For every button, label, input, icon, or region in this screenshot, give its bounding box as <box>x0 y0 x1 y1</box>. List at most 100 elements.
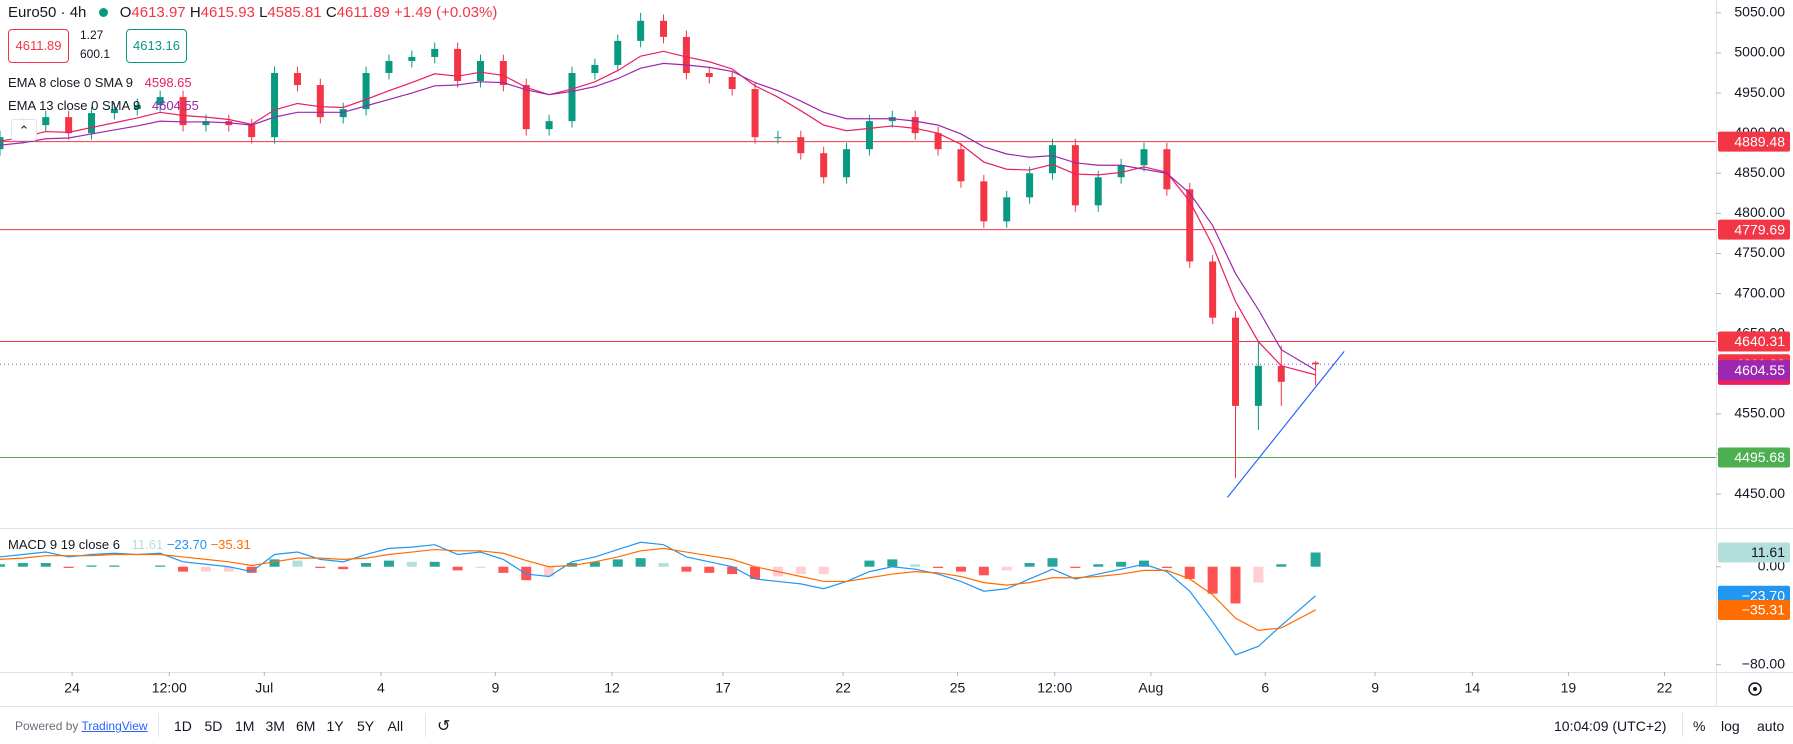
candle-body <box>797 137 805 154</box>
y-tick-label: 4850.00 <box>1734 164 1785 180</box>
trend-line <box>1227 350 1345 498</box>
x-tick-label: 25 <box>950 680 966 696</box>
histogram-bar <box>361 563 372 567</box>
price-label-box <box>1718 360 1790 381</box>
histogram-bar <box>1047 558 1058 567</box>
spread: 1.27 <box>80 28 104 42</box>
histogram-bar <box>658 563 669 567</box>
histogram-bar <box>475 566 486 568</box>
histogram-bar <box>933 566 944 568</box>
percent-toggle[interactable]: % <box>1693 718 1706 734</box>
y-tick-label: 4700.00 <box>1734 284 1785 300</box>
candle-body <box>751 89 759 138</box>
histogram-bar <box>1024 563 1035 567</box>
price-label-box <box>1718 447 1790 468</box>
indicator-value: 4598.65 <box>144 75 192 90</box>
candle-body <box>568 72 576 122</box>
buy-button[interactable]: 4613.16 <box>126 29 187 63</box>
histogram-bar <box>109 565 120 567</box>
ohlc-value: 4585.81 <box>267 4 322 21</box>
histogram-bar <box>635 558 646 567</box>
settings-icon[interactable] <box>1748 682 1762 696</box>
histogram-bar <box>292 560 303 567</box>
candle-body <box>957 149 965 182</box>
macd-line <box>0 547 1316 631</box>
indicator-legend: EMA 8 close 0 SMA 9 4598.65 <box>8 75 192 90</box>
range-button[interactable]: 6M <box>296 718 316 734</box>
histogram-bar <box>978 566 989 576</box>
histogram-bar <box>1230 566 1241 604</box>
x-tick-label: 22 <box>835 680 851 696</box>
price-label-box <box>1718 219 1790 240</box>
candle-body <box>65 117 73 134</box>
histogram-bar <box>1093 564 1104 567</box>
ema-line <box>0 50 1316 376</box>
x-tick-label: 6 <box>1261 680 1269 696</box>
attribution: Powered by TradingView <box>15 719 148 733</box>
y-tick-label: 5000.00 <box>1734 44 1785 60</box>
candle-body <box>0 137 4 150</box>
histogram-bar <box>955 566 966 572</box>
auto-toggle[interactable]: auto <box>1757 718 1785 734</box>
price-label: 4779.69 <box>1734 221 1785 237</box>
histogram-bar <box>750 566 761 579</box>
price-label: 11.61 <box>1751 544 1785 560</box>
candle-body <box>865 121 873 150</box>
histogram-bar <box>1310 552 1321 567</box>
histogram-bar <box>612 559 623 567</box>
histogram-bar <box>40 563 51 567</box>
powered-by: Powered by <box>15 719 79 733</box>
sell-button[interactable]: 4611.89 <box>8 29 69 63</box>
indicator-legend: EMA 13 close 0 SMA 9 4604.55 <box>8 98 199 113</box>
range-button[interactable]: All <box>387 718 404 734</box>
ohlc-value: 4613.97 <box>131 4 186 21</box>
x-tick-label: 19 <box>1561 680 1577 696</box>
candle-body <box>1232 317 1240 406</box>
x-tick-label: Jul <box>255 680 273 696</box>
symbol[interactable]: Euro50 · 4h <box>8 4 87 21</box>
y-tick-label: 4950.00 <box>1734 84 1785 100</box>
x-tick-label: Aug <box>1138 680 1163 696</box>
histogram-bar <box>17 563 28 567</box>
indicator-name[interactable]: MACD 9 19 close 6 <box>8 537 120 552</box>
range-button[interactable]: 5Y <box>357 718 375 734</box>
candle-body <box>431 48 439 57</box>
candle-body <box>1277 365 1285 382</box>
candle-body <box>1209 261 1217 318</box>
ohlc-key: C <box>325 4 337 21</box>
brand-link[interactable]: TradingView <box>81 719 148 733</box>
candle-body <box>88 113 96 134</box>
y-tick-label: 4550.00 <box>1734 405 1785 421</box>
candle-body <box>774 137 782 139</box>
indicator-value: 4604.55 <box>151 98 199 113</box>
candle-body <box>820 153 828 178</box>
range-button[interactable]: 1D <box>174 718 192 734</box>
range-button[interactable]: 3M <box>265 718 285 734</box>
x-tick-label: 22 <box>1657 680 1673 696</box>
candle-body <box>1254 365 1262 406</box>
x-tick-label: 9 <box>1371 680 1379 696</box>
histogram-bar <box>887 559 898 567</box>
range-button[interactable]: 1M <box>235 718 255 734</box>
goto-date-icon[interactable]: ↺ <box>437 718 451 735</box>
histogram-bar <box>406 561 417 567</box>
candle-body <box>545 121 553 130</box>
histogram-bar <box>589 561 600 567</box>
log-toggle[interactable]: log <box>1721 718 1740 734</box>
range-button[interactable]: 1Y <box>326 718 344 734</box>
price-label-box <box>1718 599 1790 620</box>
histogram-bar <box>1070 566 1081 568</box>
separator <box>1682 713 1683 737</box>
candle-body <box>316 85 324 118</box>
collapse-button[interactable]: ⌃ <box>11 119 37 141</box>
candle-body <box>110 109 118 114</box>
indicator-name[interactable]: EMA 8 close 0 SMA 9 <box>8 75 134 90</box>
indicator-name[interactable]: EMA 13 close 0 SMA 9 <box>8 98 141 113</box>
x-tick-label: 17 <box>715 680 731 696</box>
indicator-value: 11.61 <box>131 537 164 552</box>
range-button[interactable]: 5D <box>204 718 223 734</box>
candle-body <box>339 109 347 118</box>
histogram-bar <box>0 564 5 567</box>
histogram-bar <box>567 563 577 567</box>
candle-body <box>614 40 622 65</box>
